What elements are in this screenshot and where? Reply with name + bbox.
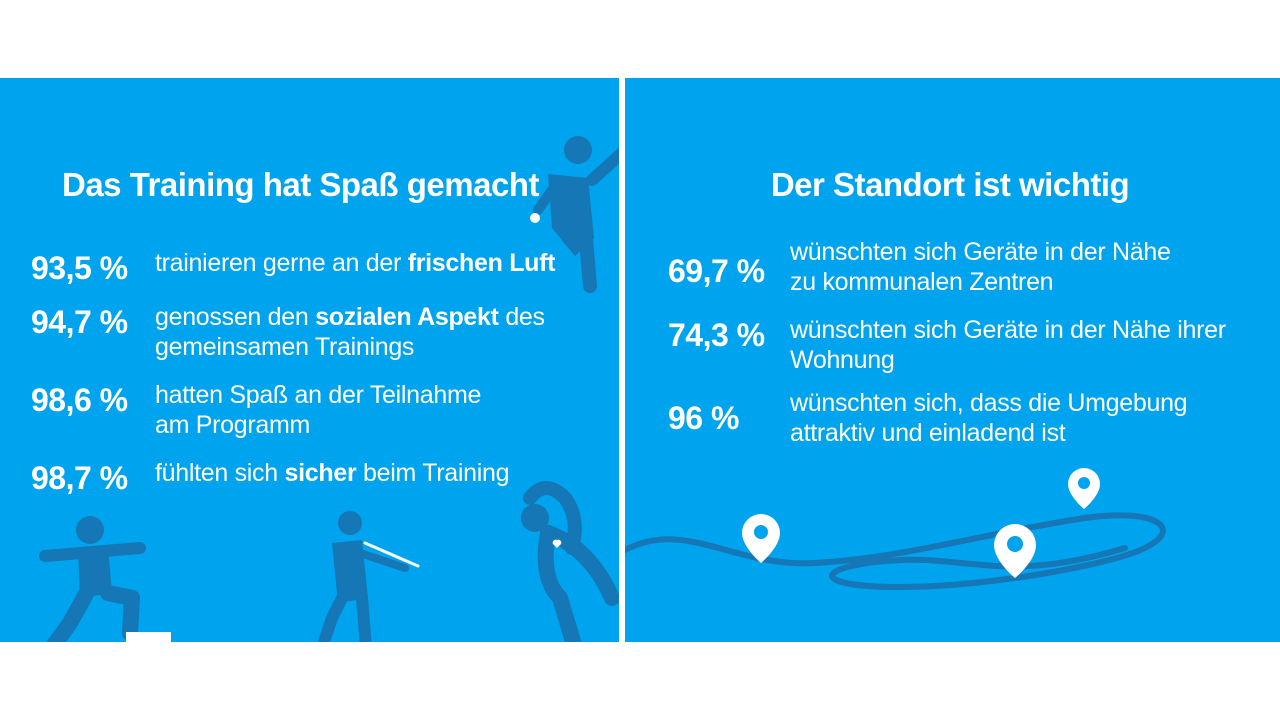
stat-percentage: 98,7 % [31, 460, 128, 496]
left-decoration [39, 136, 619, 642]
heart-icon [552, 539, 562, 548]
right-decoration [625, 468, 1166, 591]
location-pin-icon [1068, 468, 1100, 509]
person-lunging-icon [39, 516, 146, 642]
stat-description: wünschten sich Geräte in der Nähe zu komm… [790, 238, 1171, 296]
left-title: Das Training hat Spaß gemacht [62, 166, 539, 203]
person-stretching-side-icon [521, 481, 619, 642]
panel-location-important: Der Standort ist wichtig 69,7 % wünschte… [625, 78, 1280, 642]
person-stretching-icon [317, 511, 409, 642]
stick-icon [363, 541, 420, 568]
stat-description: hatten Spaß an der Teilnahme am Programm [155, 381, 482, 439]
location-pin-icon [994, 524, 1036, 578]
stat-percentage: 94,7 % [31, 304, 128, 340]
ball-icon [530, 213, 540, 223]
panel-training-fun: Das Training hat Spaß gemacht 93,5 % tra… [0, 78, 619, 642]
path-line-icon [625, 512, 1166, 591]
stat-description: trainieren gerne an der frischen Luft [155, 249, 556, 277]
right-title: Der Standort ist wichtig [770, 166, 1130, 203]
location-pin-icon [742, 514, 780, 563]
stat-percentage: 98,6 % [31, 382, 128, 418]
stat-percentage: 69,7 % [668, 253, 765, 289]
stat-description: fühlten sich sicher beim Training [155, 459, 510, 487]
person-throwing-icon [533, 136, 619, 293]
stat-percentage: 96 % [668, 400, 739, 436]
stat-percentage: 93,5 % [31, 250, 128, 286]
stat-description: genossen den sozialen Aspekt des gemeinsa… [155, 303, 545, 361]
bench-icon [126, 632, 171, 642]
stat-description: wünschten sich Geräte in der Nähe ihrer W… [790, 316, 1226, 374]
stat-percentage: 74,3 % [668, 317, 765, 353]
stat-description: wünschten sich, dass die Umgebung attrakt… [790, 389, 1188, 447]
